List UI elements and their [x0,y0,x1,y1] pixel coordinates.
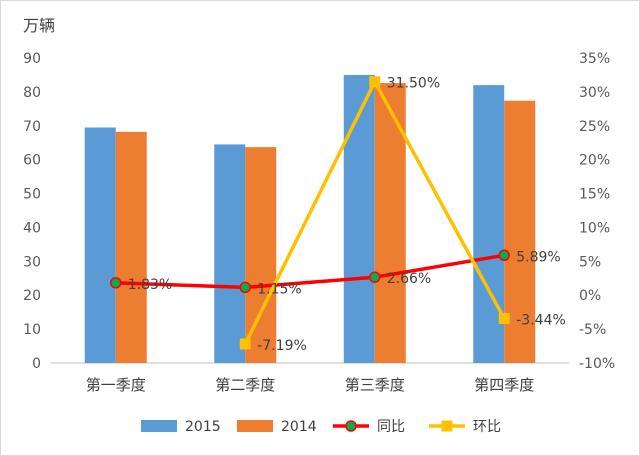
legend: 2015 2014 同比 环比 [141,419,501,435]
marker-同比 [498,249,510,262]
left-tick-label: 70 [23,119,41,135]
lines [110,76,510,350]
right-tick-label: 10% [579,220,610,236]
data-label-环比: -7.19% [257,338,307,354]
marker-同比 [239,281,251,294]
data-label-同比: 2.66% [387,271,431,287]
bar-2015 [343,74,375,363]
right-tick-label: 0% [579,288,601,304]
legend-label-2015: 2015 [185,419,221,435]
left-tick-label: 90 [23,51,41,67]
data-label-同比: 5.89% [516,249,560,265]
category-label: 第四季度 [474,376,534,394]
right-tick-label: -10% [579,356,615,372]
legend-label-2014: 2014 [281,419,317,435]
unit-label: 万辆 [23,16,55,35]
right-tick-label: 35% [579,51,610,67]
category-label: 第三季度 [345,376,405,394]
axes: 0 10 20 30 40 50 60 70 80 90 -10% -5% 0% 5% 10% 15% 20% 2… [23,51,615,394]
bar-2015 [84,127,116,363]
marker-环比 [498,313,510,325]
legend-swatch-2014 [237,420,273,432]
bars [84,74,536,364]
left-tick-label: 30 [23,254,41,270]
left-tick-label: 20 [23,288,41,304]
right-tick-label: 15% [579,187,610,203]
marker-环比 [369,76,381,88]
right-tick-label: 20% [579,153,610,169]
left-tick-label: 0 [32,356,41,372]
left-tick-label: 10 [23,322,41,338]
category-label: 第一季度 [86,376,146,394]
left-tick-label: 60 [23,153,41,169]
marker-同比 [369,271,381,283]
left-tick-label: 50 [23,187,41,203]
legend-marker-同比 [345,420,357,432]
left-tick-label: 40 [23,220,41,236]
bar-2014 [374,83,406,364]
bar-2015 [214,144,246,363]
legend-marker-环比 [441,420,453,432]
data-label-环比: 31.50% [387,76,440,92]
bar-2014 [115,131,147,363]
right-tick-label: 25% [579,119,610,135]
left-tick-label: 80 [23,85,41,101]
right-tick-label: 5% [579,254,601,270]
data-labels: 1.83% 1.15% 2.66% 5.89% -7.19% 31.50% -3.44% [128,76,566,354]
line-同比 [115,253,505,290]
legend-label-环比: 环比 [473,419,501,435]
category-label: 第二季度 [215,376,275,394]
marker-同比 [110,277,122,289]
legend-label-同比: 同比 [377,419,405,435]
marker-环比 [239,338,251,350]
legend-swatch-2015 [141,420,177,432]
right-tick-label: -5% [579,322,606,338]
right-tick-label: 30% [579,85,610,101]
data-label-同比: 1.83% [128,277,172,293]
data-label-同比: 1.15% [257,281,301,297]
data-label-环比: -3.44% [516,313,566,329]
bar-2014 [245,147,277,363]
